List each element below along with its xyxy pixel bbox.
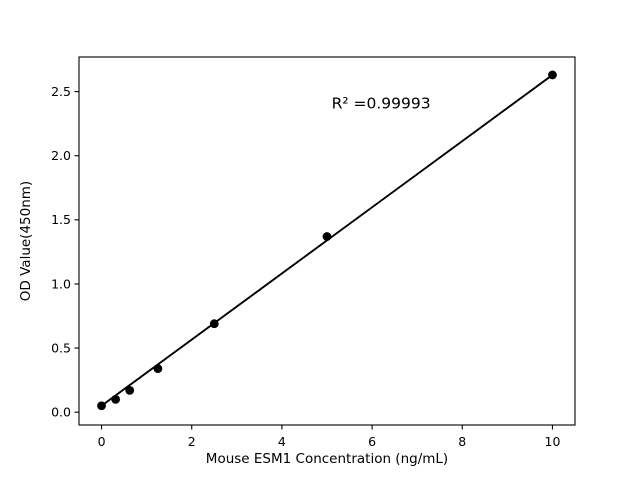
data-point [97,401,106,411]
x-tick-label: 8 [458,434,466,449]
x-tick-label: 10 [545,434,561,449]
data-point [322,232,332,241]
x-tick-label: 2 [188,434,196,449]
x-tick-label: 0 [98,434,106,449]
y-tick-label: 0.0 [51,404,71,419]
x-axis-label: Mouse ESM1 Concentration (ng/mL) [206,451,448,467]
axes-spines [78,56,576,426]
y-axis-label: OD Value(450nm) [18,181,34,301]
data-point [125,385,135,395]
data-point [153,364,163,373]
data-point [111,394,121,404]
r-squared-annotation: R² =0.99993 [332,94,431,112]
data-point [209,319,219,329]
y-tick-label: 2.5 [51,84,71,99]
y-tick-label: 2.0 [51,148,71,163]
y-tick-label: 0.5 [51,340,71,355]
x-tick-label: 4 [278,434,286,449]
x-tick-label: 6 [368,434,376,449]
data-point [548,70,557,80]
y-tick-label: 1.5 [51,212,71,227]
y-tick-label: 1.0 [51,276,71,291]
